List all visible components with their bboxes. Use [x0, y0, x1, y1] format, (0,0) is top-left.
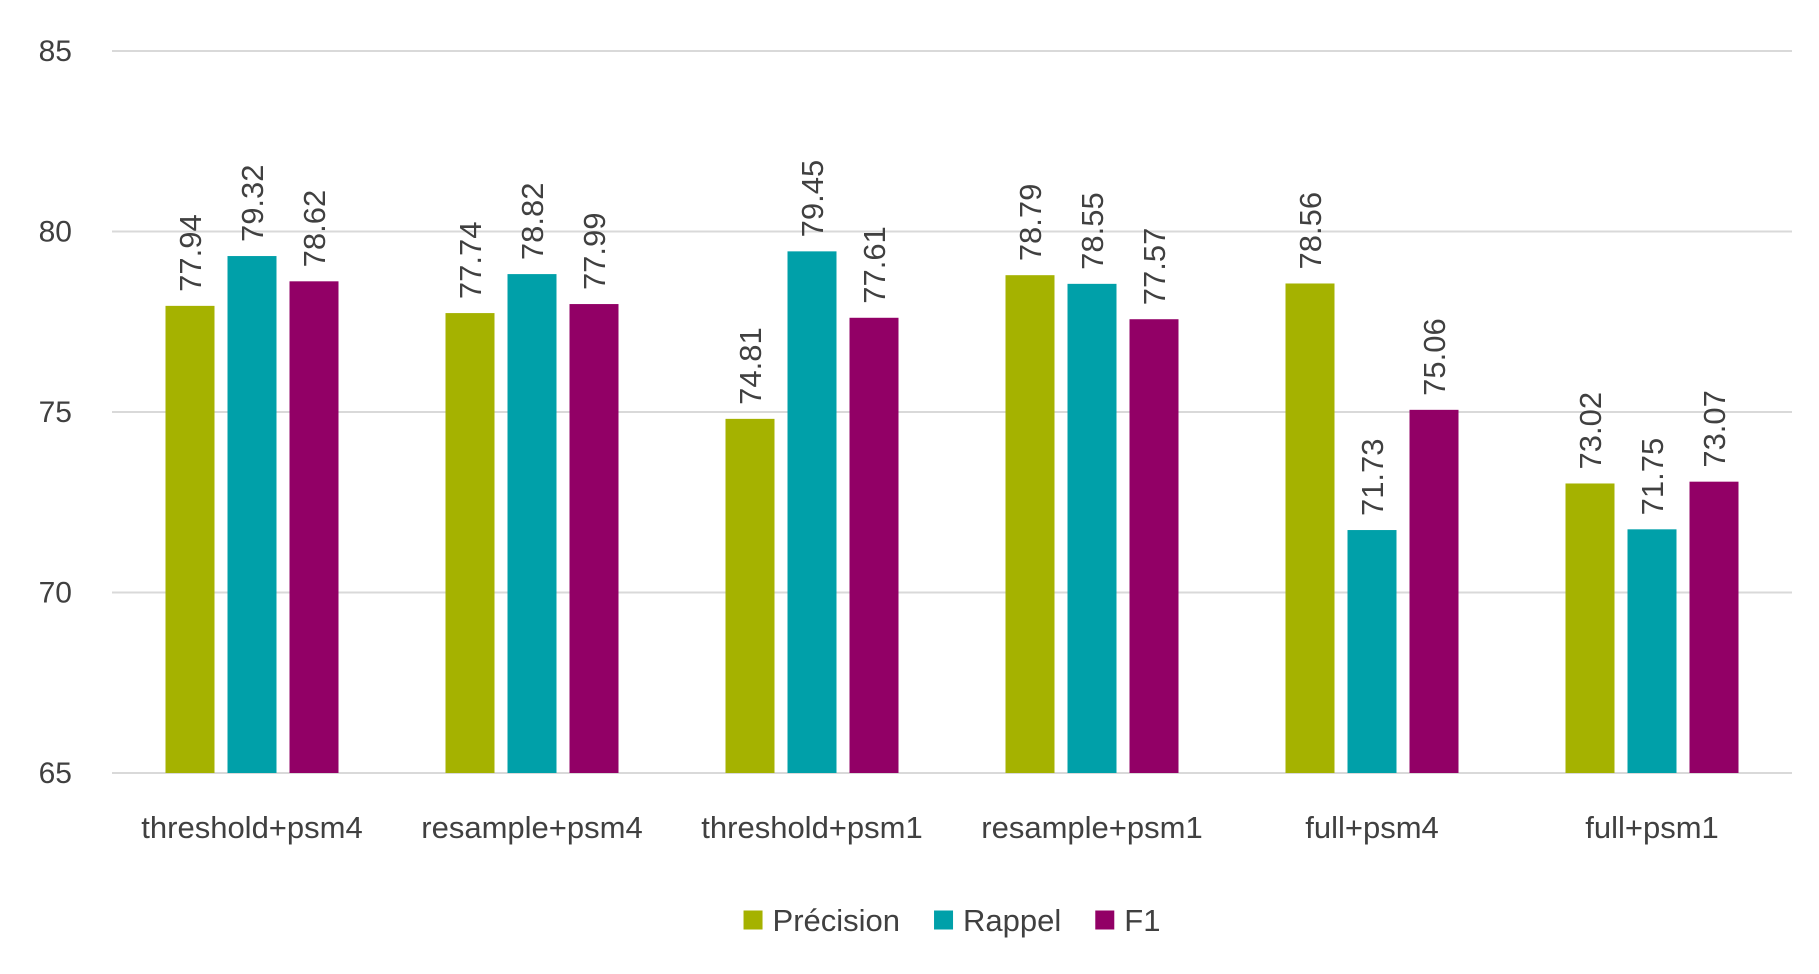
x-category-label: full+psm4	[1305, 810, 1439, 845]
data-label: 78.55	[1075, 192, 1110, 270]
data-label: 79.45	[795, 160, 830, 238]
bar-rappel	[1627, 529, 1677, 773]
bar-f1	[1689, 481, 1739, 773]
data-label: 78.62	[297, 190, 332, 268]
legend-swatch	[934, 910, 954, 930]
data-label: 74.81	[733, 327, 768, 405]
bar-f1	[569, 304, 619, 773]
data-label: 77.61	[857, 226, 892, 304]
data-label: 78.56	[1293, 192, 1328, 270]
bar-pr-cision	[165, 305, 215, 773]
bar-pr-cision	[445, 313, 495, 773]
data-label: 73.02	[1573, 392, 1608, 470]
data-labels: 77.94 79.32 78.62 77.74 78.82 77.99 74.81 79.45…	[173, 160, 1732, 516]
x-category-label: threshold+psm1	[701, 810, 922, 845]
gridlines	[112, 50, 1792, 774]
data-label: 77.94	[173, 214, 208, 292]
legend: Précision Rappel F1	[743, 903, 1160, 938]
bar-rappel	[787, 251, 837, 774]
legend-label: F1	[1124, 903, 1160, 938]
x-category-label: full+psm1	[1585, 810, 1719, 845]
data-label: 71.73	[1355, 438, 1390, 516]
data-label: 73.07	[1697, 390, 1732, 468]
x-category-label: threshold+psm4	[141, 810, 362, 845]
bar-f1	[289, 281, 339, 773]
legend-item: Précision	[743, 903, 901, 938]
data-label: 77.99	[577, 212, 612, 290]
bar-f1	[1129, 319, 1179, 773]
bar-pr-cision	[725, 418, 775, 773]
bar-f1	[849, 317, 899, 773]
data-label: 78.82	[515, 183, 550, 261]
bar-rappel	[1347, 530, 1397, 773]
legend-item: Rappel	[934, 903, 1061, 938]
data-label: 79.32	[235, 164, 270, 242]
legend-swatch	[1095, 910, 1115, 930]
y-tick-label: 70	[39, 577, 72, 610]
legend-swatch	[743, 910, 763, 930]
y-tick-label: 75	[39, 396, 72, 429]
data-label: 78.79	[1013, 184, 1048, 262]
y-tick-label: 85	[39, 35, 72, 68]
data-label: 71.75	[1635, 438, 1670, 516]
x-category-label: resample+psm1	[981, 810, 1202, 845]
bar-pr-cision	[1285, 283, 1335, 773]
legend-label: Rappel	[963, 903, 1061, 938]
y-tick-label: 65	[39, 757, 72, 790]
data-label: 77.57	[1137, 228, 1172, 306]
bar-rappel	[227, 256, 277, 774]
x-category-label: resample+psm4	[421, 810, 642, 845]
bar-pr-cision	[1005, 275, 1055, 773]
bars	[165, 251, 1739, 774]
x-axis-labels: threshold+psm4 resample+psm4 threshold+psm…	[141, 810, 1718, 845]
bar-rappel	[1067, 283, 1117, 773]
y-tick-label: 80	[39, 216, 72, 249]
legend-label: Précision	[773, 903, 901, 938]
data-label: 77.74	[453, 222, 488, 300]
legend-item: F1	[1095, 903, 1160, 938]
bar-pr-cision	[1565, 483, 1615, 773]
bar-rappel	[507, 274, 557, 773]
data-label: 75.06	[1417, 318, 1452, 396]
y-axis-ticks: 65 70 75 80 85	[39, 35, 72, 790]
bar-f1	[1409, 409, 1459, 773]
